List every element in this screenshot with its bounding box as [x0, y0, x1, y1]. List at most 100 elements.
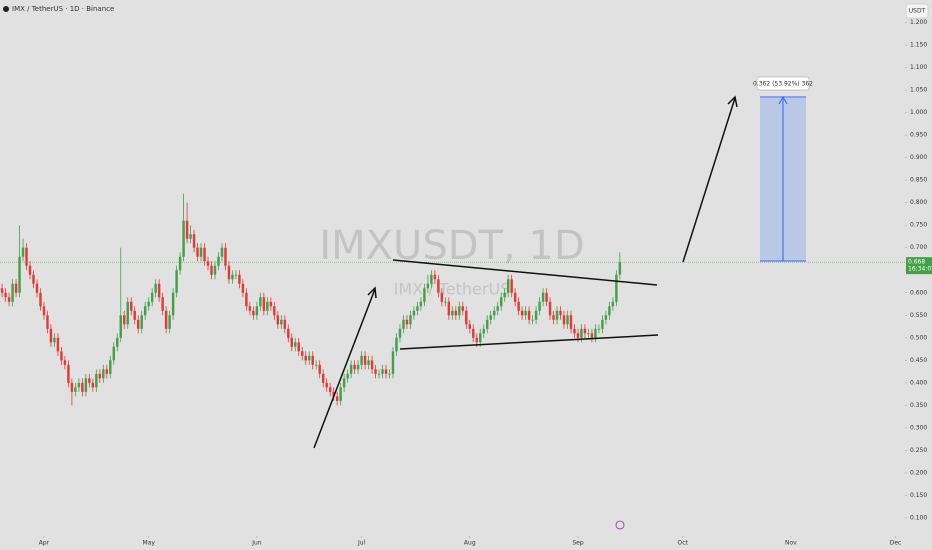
candle-body — [416, 306, 419, 311]
candle-body — [395, 337, 398, 352]
y-tick-label: 0.800 — [910, 199, 927, 206]
candle-body — [482, 328, 485, 334]
candle-body — [63, 360, 67, 365]
candle-body — [468, 324, 471, 329]
candle-body — [433, 274, 437, 280]
candle-body — [349, 364, 353, 374]
trendline-lower — [399, 334, 659, 350]
candle-body — [102, 369, 105, 379]
arrow-head — [367, 286, 377, 299]
candle-body — [555, 310, 559, 320]
candle-body — [14, 283, 18, 293]
candle-body — [587, 333, 590, 335]
target-arrow-head — [778, 95, 788, 105]
candle-body — [171, 292, 175, 316]
candle-body — [234, 274, 238, 276]
arrow-up-left — [313, 288, 376, 449]
y-tick-label: 1.200 — [910, 19, 927, 26]
event-icon[interactable] — [615, 520, 625, 530]
candle-body — [133, 310, 136, 320]
candle-body — [35, 283, 39, 293]
x-tick-label: Oct — [677, 540, 688, 547]
candle-body — [136, 319, 140, 329]
candle-body — [224, 247, 227, 266]
candle-body — [321, 373, 325, 383]
candle-body — [126, 301, 129, 325]
candle-body — [454, 310, 458, 316]
candle-body — [220, 247, 224, 257]
candle-body — [196, 247, 199, 257]
candle-body — [283, 319, 287, 329]
candle-body — [81, 382, 84, 392]
candle-body — [77, 382, 81, 388]
candle-body — [238, 274, 241, 284]
measure-label: 0.362 (53.92%) 362 — [753, 81, 813, 88]
y-tick-label: 0.350 — [910, 402, 927, 409]
candle-body — [611, 301, 615, 307]
candle-body — [353, 364, 356, 370]
candle-body — [430, 274, 433, 284]
candle-body — [241, 283, 245, 293]
candle-body — [227, 265, 231, 280]
candle-body — [328, 387, 332, 392]
y-tick-label: 0.500 — [910, 334, 927, 341]
candle-body — [513, 292, 517, 302]
candle-body — [123, 315, 126, 325]
x-tick-label: Sep — [572, 540, 584, 547]
measure-box — [756, 76, 810, 91]
y-tick-label: 0.750 — [910, 222, 927, 229]
y-tick-label: 0.450 — [910, 357, 927, 364]
y-tick-label: 1.050 — [910, 87, 927, 94]
candle-body — [412, 310, 416, 316]
candle-body — [290, 337, 293, 347]
candle-body — [56, 337, 60, 352]
candle-body — [531, 319, 534, 321]
candle-body — [91, 382, 95, 388]
candle-body — [374, 369, 377, 374]
candle-body — [231, 274, 234, 280]
candle-body — [164, 310, 168, 329]
candle-body — [419, 301, 423, 307]
candle-body — [489, 315, 492, 320]
candle-body — [552, 315, 555, 320]
candle-body — [116, 337, 119, 347]
candle-body — [444, 301, 447, 303]
candle-body — [112, 346, 116, 361]
candle-body — [67, 364, 70, 383]
y-tick-label: 0.100 — [910, 514, 927, 521]
candle-body — [206, 261, 210, 266]
candle-body — [472, 328, 475, 338]
candle-body — [405, 319, 409, 325]
candle-body — [182, 220, 185, 257]
currency-box — [905, 3, 929, 19]
candle-body — [60, 351, 63, 361]
candle-body — [105, 369, 109, 374]
candle-body — [311, 355, 314, 365]
y-tick-label: 0.300 — [910, 424, 927, 431]
candle-body — [143, 306, 147, 316]
candle-body — [301, 351, 304, 356]
countdown-label: 16:34:07 — [908, 266, 932, 273]
drawings: 0.362 (53.92%) 362 — [313, 76, 813, 530]
candle-body — [580, 328, 583, 338]
candle-body — [335, 396, 339, 401]
y-tick-label: 1.000 — [910, 109, 927, 116]
candle-body — [154, 283, 157, 293]
candle-body — [308, 355, 311, 361]
candle-body — [402, 319, 405, 329]
candle-body — [486, 319, 489, 329]
y-tick-label: 0.250 — [910, 447, 927, 454]
candle-body — [287, 328, 290, 338]
y-tick-label: 1.100 — [910, 64, 927, 71]
candle-body — [517, 301, 520, 311]
candle-body — [119, 315, 122, 338]
candle-body — [573, 328, 576, 334]
candle-body — [367, 360, 370, 365]
candle-body — [594, 328, 597, 338]
candle-body — [520, 310, 524, 316]
candle-body — [39, 292, 42, 307]
candle-body — [499, 297, 503, 307]
candle-body — [88, 378, 91, 383]
y-tick-label: 0.400 — [910, 379, 927, 386]
candle-body — [465, 310, 468, 325]
